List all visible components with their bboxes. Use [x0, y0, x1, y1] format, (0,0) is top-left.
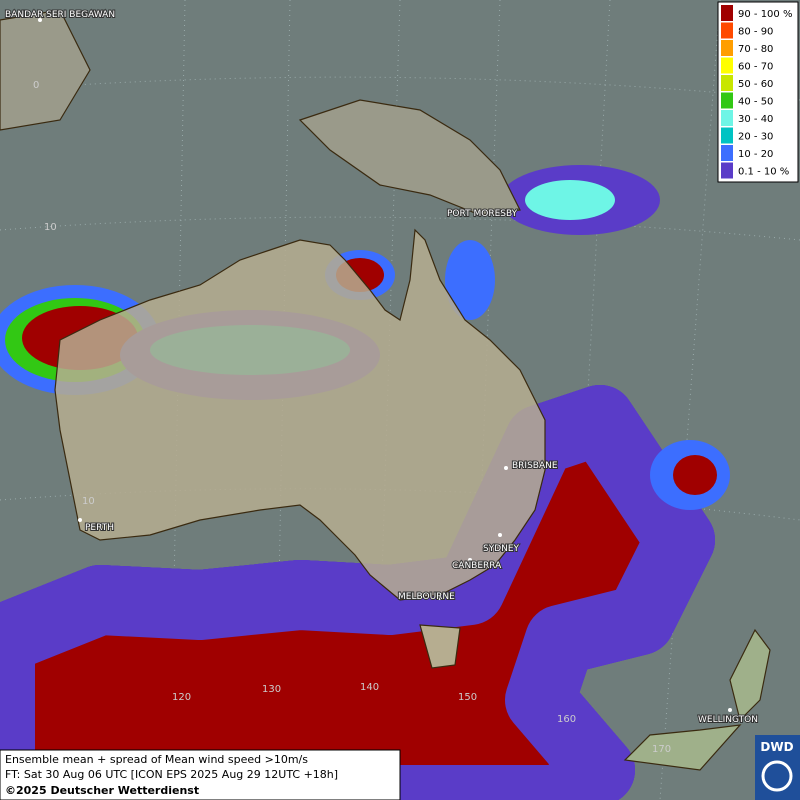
grid-label: 10	[82, 496, 95, 507]
logo-icon	[761, 760, 793, 792]
place-dot	[38, 18, 42, 22]
place-label: SYDNEY	[483, 544, 520, 554]
legend-swatch	[721, 57, 733, 74]
legend-swatch	[721, 145, 733, 161]
grid-label: 0	[33, 80, 39, 91]
place-label: CANBERRA	[452, 561, 502, 571]
land	[0, 9, 771, 771]
place-dot	[504, 466, 508, 470]
footer-line: FT: Sat 30 Aug 06 UTC [ICON EPS 2025 Aug…	[5, 768, 338, 781]
legend-label: 30 - 40	[738, 114, 773, 125]
legend-label: 40 - 50	[738, 97, 773, 108]
legend-label: 60 - 70	[738, 62, 773, 73]
legend-swatch	[721, 5, 733, 21]
new-zealand	[623, 628, 771, 771]
legend-label: 50 - 60	[738, 79, 773, 90]
grid-label: 130	[262, 684, 281, 695]
tasmania	[419, 624, 461, 669]
place-label: WELLINGTON	[698, 715, 758, 725]
legend-swatch	[721, 92, 733, 109]
place-label: PERTH	[85, 523, 114, 533]
place-label: BRISBANE	[512, 461, 558, 471]
legend-swatch	[721, 162, 733, 179]
place-dot	[498, 533, 502, 537]
legend-swatch	[721, 110, 733, 126]
legend-swatch	[721, 40, 733, 56]
legend-label: 20 - 30	[738, 132, 773, 143]
place-label: MELBOURNE	[398, 592, 455, 602]
logo-text: DWD	[760, 740, 793, 754]
legend-label: 80 - 90	[738, 27, 773, 38]
labels: BANDAR SERI BEGAWAN PORT MORESBY BRISBANE S…	[4, 9, 759, 755]
legend-swatch	[721, 75, 733, 91]
legend-label: 0.1 - 10 %	[738, 167, 789, 178]
grid-label: 10	[44, 222, 57, 233]
legend-label: 10 - 20	[738, 149, 773, 160]
grid-label: 160	[557, 714, 576, 725]
legend-swatch	[721, 127, 733, 144]
place-dot	[498, 211, 502, 215]
footer-box	[0, 749, 401, 800]
legend-label: 70 - 80	[738, 44, 773, 55]
legend-label: 90 - 100 %	[738, 9, 792, 20]
place-dot	[468, 558, 472, 562]
footer-line: Ensemble mean + spread of Mean wind spee…	[5, 753, 308, 766]
place-dot	[438, 596, 442, 600]
borneo	[0, 9, 91, 131]
place-dot	[78, 518, 82, 522]
grid-label: 120	[172, 692, 191, 703]
australia	[54, 228, 546, 601]
new-guinea	[298, 99, 521, 216]
place-label: PORT MORESBY	[447, 209, 518, 219]
grid-label: 140	[360, 682, 379, 693]
place-dot	[728, 708, 732, 712]
legend: 90 - 100 % 80 - 90 70 - 80 60 - 70 50 - 60 40…	[717, 1, 799, 183]
place-label: BANDAR SERI BEGAWAN	[5, 10, 115, 20]
grid-label: 150	[458, 692, 477, 703]
legend-swatch	[721, 22, 733, 39]
footer-line: ©2025 Deutscher Wetterdienst	[5, 784, 199, 797]
grid-label: 170	[652, 744, 671, 755]
